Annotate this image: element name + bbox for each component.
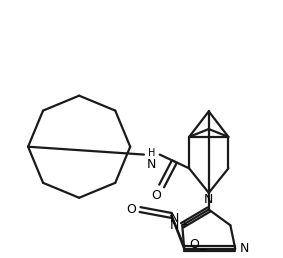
Text: O: O: [189, 238, 199, 251]
Text: N: N: [170, 219, 179, 232]
Text: O: O: [126, 203, 136, 216]
Text: −: −: [198, 245, 207, 255]
Text: +: +: [181, 220, 188, 229]
Text: N: N: [147, 158, 156, 171]
Text: N: N: [204, 193, 213, 206]
Text: O: O: [151, 189, 161, 202]
Text: N: N: [170, 212, 179, 225]
Text: H: H: [148, 148, 155, 158]
Text: N: N: [239, 242, 249, 255]
